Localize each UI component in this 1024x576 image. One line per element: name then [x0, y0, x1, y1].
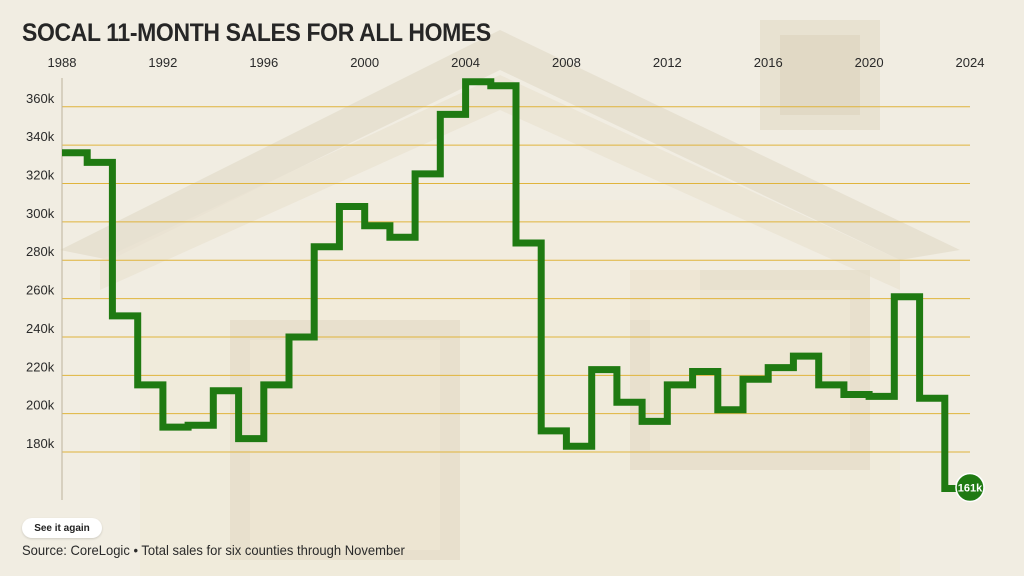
data-point [249, 436, 254, 441]
series-layer [62, 78, 970, 492]
data-point [274, 382, 279, 387]
data-point [753, 377, 758, 382]
x-tick-label: 1996 [249, 55, 278, 70]
x-tick-label: 2020 [855, 55, 884, 70]
x-tick-label: 2000 [350, 55, 379, 70]
chart-title: SOCAL 11-MONTH SALES FOR ALL HOMES [22, 19, 491, 47]
x-tick-label: 1992 [148, 55, 177, 70]
x-tick-label: 2008 [552, 55, 581, 70]
see-it-again-button[interactable]: See it again [22, 518, 102, 538]
data-point [400, 235, 405, 240]
data-point [703, 369, 708, 374]
data-point [97, 160, 102, 165]
data-point [627, 400, 632, 405]
y-tick-label: 220k [26, 359, 55, 374]
data-point [829, 382, 834, 387]
y-tick-label: 240k [26, 321, 55, 336]
data-point [476, 79, 481, 84]
data-point [198, 423, 203, 428]
data-point [501, 83, 506, 88]
data-point [526, 240, 531, 245]
data-point [677, 382, 682, 387]
y-tick-label: 300k [26, 206, 55, 221]
data-point [602, 367, 607, 372]
data-point [350, 204, 355, 209]
data-point [728, 407, 733, 412]
sales-series-line [62, 78, 970, 492]
data-point [652, 419, 657, 424]
end-value-badge: 161k [955, 472, 985, 503]
end-value-circle [955, 472, 985, 503]
y-tick-label: 340k [26, 129, 55, 144]
y-tick-label: 180k [26, 436, 55, 451]
data-point [173, 425, 178, 430]
data-point [324, 244, 329, 249]
data-point [778, 365, 783, 370]
end-value-label: 161k [958, 482, 983, 494]
x-tick-label: 2024 [956, 55, 985, 70]
data-point [904, 294, 909, 299]
data-point [72, 150, 77, 155]
data-point [148, 382, 153, 387]
data-point [551, 428, 556, 433]
data-point [223, 388, 228, 393]
data-point [879, 394, 884, 399]
y-tick-label: 200k [26, 398, 55, 413]
data-point [123, 313, 128, 318]
data-point [450, 112, 455, 117]
data-point [804, 354, 809, 359]
data-point [299, 334, 304, 339]
data-point [425, 171, 430, 176]
data-point [577, 444, 582, 449]
x-tick-label: 2004 [451, 55, 480, 70]
x-tick-label: 2016 [754, 55, 783, 70]
data-point [375, 223, 380, 228]
y-tick-label: 360k [26, 91, 55, 106]
data-point [930, 396, 935, 401]
axes: 180k 200k 220k 240k 260k 280k 300k 320k 340k 360k… [26, 55, 984, 500]
source-note: Source: CoreLogic • Total sales for six … [22, 542, 405, 558]
x-tick-label: 1988 [48, 55, 77, 70]
y-tick-label: 260k [26, 283, 55, 298]
x-tick-label: 2012 [653, 55, 682, 70]
y-tick-label: 280k [26, 244, 55, 259]
data-point [854, 392, 859, 397]
y-tick-label: 320k [26, 168, 55, 183]
